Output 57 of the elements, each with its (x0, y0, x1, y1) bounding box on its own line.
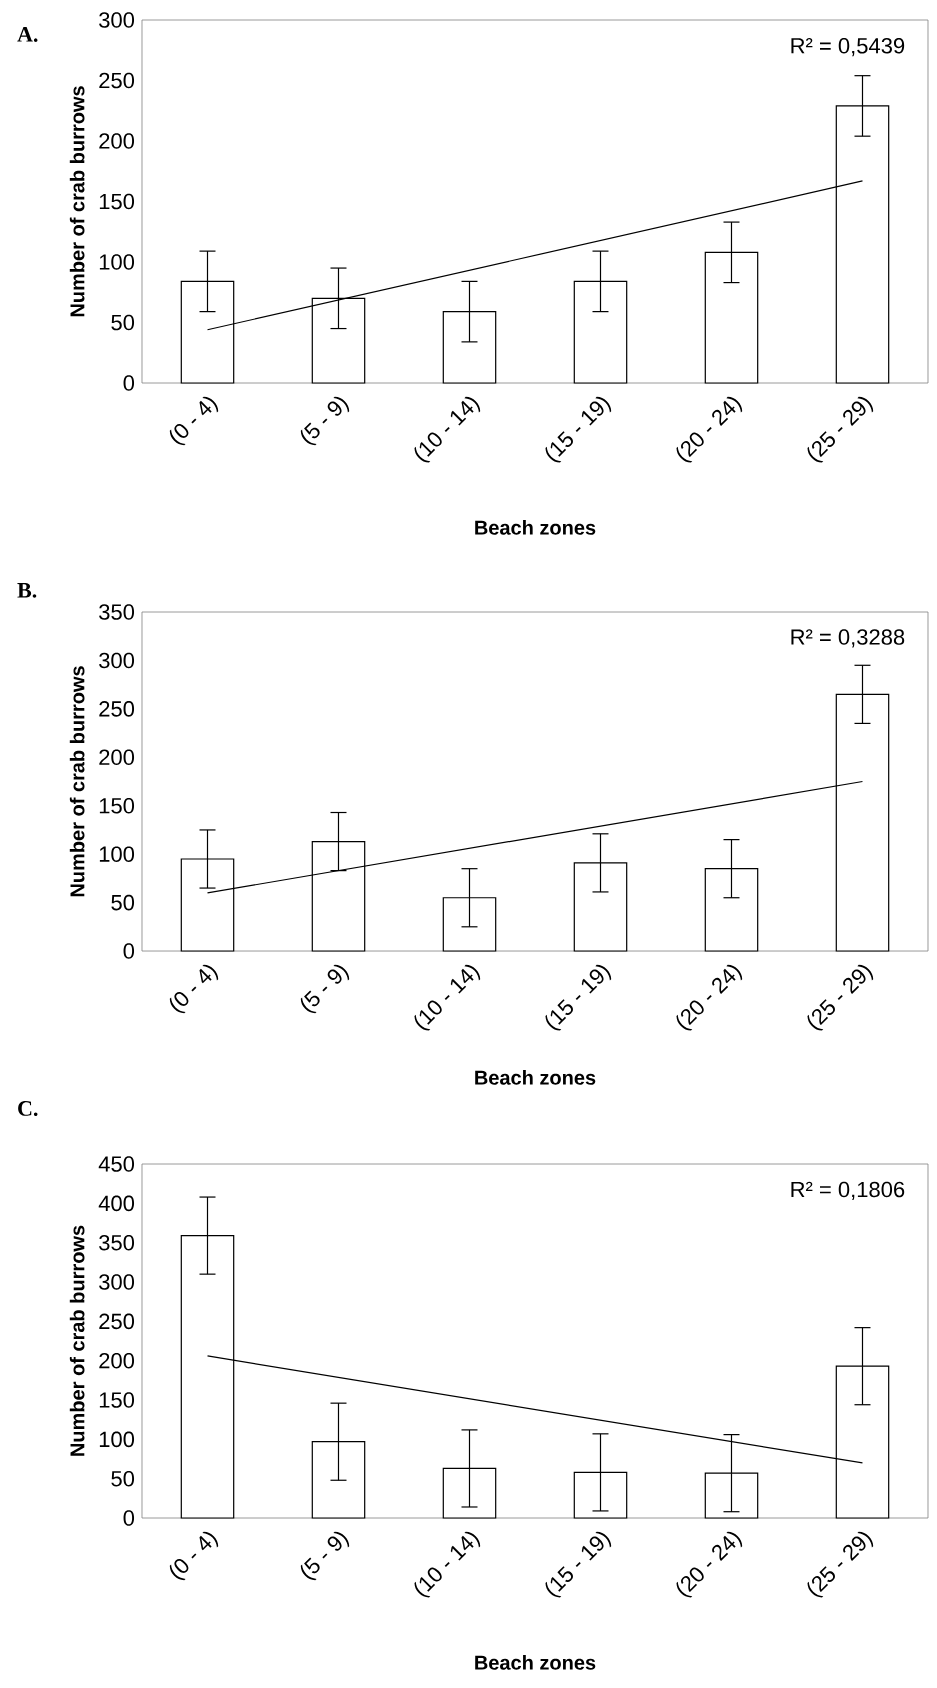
y-tick-label: 0 (123, 943, 134, 959)
x-axis-title: Beach zones (475, 520, 596, 535)
y-tick-label: 250 (99, 1313, 134, 1330)
y-tick-label: 300 (98, 652, 134, 669)
y-axis-title: Number of crab burrows (69, 1225, 85, 1456)
x-tick-label: (5 - 9) (300, 396, 350, 446)
y-tick-label: 200 (99, 749, 134, 766)
y-axis-title: Number of crab burrows (69, 666, 85, 897)
x-tick-label: (5 - 9) (300, 964, 350, 1014)
y-tick-label: 250 (99, 72, 134, 89)
y-tick-label: 200 (99, 133, 134, 149)
x-tick-label: (15 - 19) (545, 964, 612, 1031)
y-tick-label: 0 (123, 1510, 134, 1526)
x-tick-label: (10 - 14) (414, 1531, 481, 1598)
y-tick-label: 300 (98, 1274, 134, 1290)
y-tick-label: 150 (99, 797, 134, 814)
chart-title: B. (17, 583, 37, 598)
x-tick-label: (5 - 9) (300, 1531, 350, 1581)
y-tick-label: 100 (99, 1431, 134, 1448)
y-tick-label: 250 (99, 701, 134, 717)
bar (704, 251, 759, 384)
y-tick-label: 50 (111, 314, 134, 331)
y-tick-label: 100 (99, 254, 134, 270)
y-tick-label: 350 (98, 604, 134, 620)
y-tick-label: 350 (98, 1234, 134, 1251)
x-tick-label: (25 - 29) (807, 964, 873, 1031)
bar (573, 280, 628, 384)
chart-title: A. (17, 27, 38, 42)
x-tick-label: (0 - 4) (169, 1531, 219, 1581)
y-tick-label: 100 (99, 846, 134, 862)
y-tick-label: 450 (98, 1156, 134, 1172)
x-tick-label: (20 - 24) (676, 964, 743, 1031)
y-tick-label: 0 (123, 375, 134, 391)
y-tick-label: 150 (99, 1392, 134, 1408)
annotation: R² = 0,1806 (791, 1181, 904, 1200)
y-axis-title: Number of crab burrows (69, 86, 85, 317)
y-tick-label: 50 (111, 1470, 134, 1487)
chart-title: C. (17, 1101, 38, 1116)
x-tick-label: (15 - 19) (545, 396, 612, 463)
x-tick-label: (25 - 29) (807, 396, 873, 463)
x-tick-label: (20 - 24) (676, 1531, 742, 1598)
x-tick-label: (0 - 4) (169, 396, 219, 446)
y-tick-label: 50 (111, 894, 134, 911)
x-axis-title: Beach zones (475, 1070, 596, 1085)
y-tick-label: 150 (99, 193, 134, 210)
x-tick-label: (0 - 4) (169, 964, 219, 1014)
x-tick-label: (10 - 14) (414, 396, 481, 463)
x-tick-label: (25 - 29) (807, 1531, 873, 1598)
annotation: R² = 0,5439 (791, 38, 904, 57)
x-tick-label: (10 - 14) (414, 964, 481, 1031)
annotation: R² = 0,3288 (791, 629, 904, 648)
x-tick-label: (20 - 24) (676, 396, 742, 463)
y-tick-label: 300 (98, 12, 134, 28)
y-tick-label: 400 (98, 1195, 134, 1212)
y-tick-label: 200 (99, 1352, 134, 1369)
x-axis-title: Beach zones (475, 1655, 596, 1670)
x-tick-label: (15 - 19) (545, 1531, 612, 1598)
